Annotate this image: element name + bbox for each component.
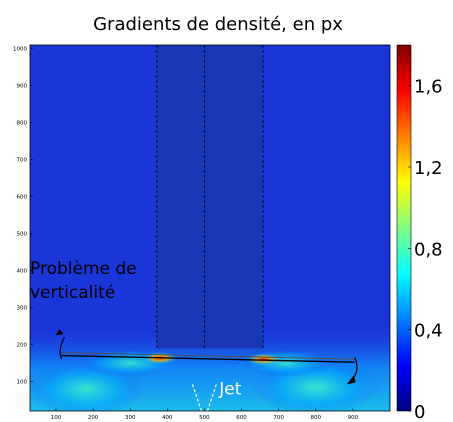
y-tick-label: 800 (17, 121, 28, 127)
annotation-2: verticalité (30, 283, 115, 303)
plot-overlay: Problème de verticalité Jet (30, 45, 358, 412)
y-tick-label: 600 (17, 195, 28, 201)
colorbar-tick-label: 0 (414, 402, 425, 422)
colorbar-tick-label: 1,6 (414, 77, 443, 98)
colorbar-scale (396, 44, 412, 412)
colorbar-tick-label: 0,8 (414, 239, 443, 260)
annotation-1: Problème de (30, 259, 137, 279)
colorbar-tick-label: 0,4 (414, 321, 443, 342)
plot-area (30, 45, 390, 411)
x-tick-label: 400 (162, 415, 173, 421)
right-arrowhead (346, 375, 356, 385)
annotation-3: Jet (218, 379, 241, 399)
y-tick-label: 900 (17, 84, 28, 90)
reference-line (61, 354, 355, 363)
masked-region (156, 45, 264, 349)
left-arrowhead (55, 329, 64, 336)
x-tick-label: 900 (348, 415, 359, 421)
y-tick-label: 700 (17, 158, 28, 164)
colorbar: 0 0,4 0,8 1,2 1,6 (396, 44, 443, 422)
peak-point-2 (245, 353, 282, 366)
x-tick-label: 800 (311, 415, 322, 421)
y-tick-label: 300 (17, 305, 28, 311)
x-tick-label: 300 (125, 415, 136, 421)
left-arrow (59, 336, 66, 360)
reference-line-upper (61, 352, 355, 360)
y-tick-label: 400 (17, 269, 28, 275)
x-tick-label: 600 (236, 415, 247, 421)
chart-title: Gradients de densité, en px (93, 14, 343, 35)
axes: 100 200 300 400 500 600 700 800 900 100 200 300 400 5… (13, 44, 391, 421)
plot-frame (29, 44, 391, 412)
y-tick-label: 1000 (13, 47, 27, 53)
x-tick-label: 500 (199, 415, 210, 421)
colorbar-tick-label: 1,2 (414, 158, 443, 179)
y-tick-label: 500 (17, 232, 28, 238)
x-tick-label: 100 (51, 415, 62, 421)
y-tick-label: 100 (17, 379, 28, 385)
x-tick-label: 200 (88, 415, 99, 421)
x-tick-label: 700 (273, 415, 284, 421)
y-tick-label: 200 (17, 342, 28, 348)
